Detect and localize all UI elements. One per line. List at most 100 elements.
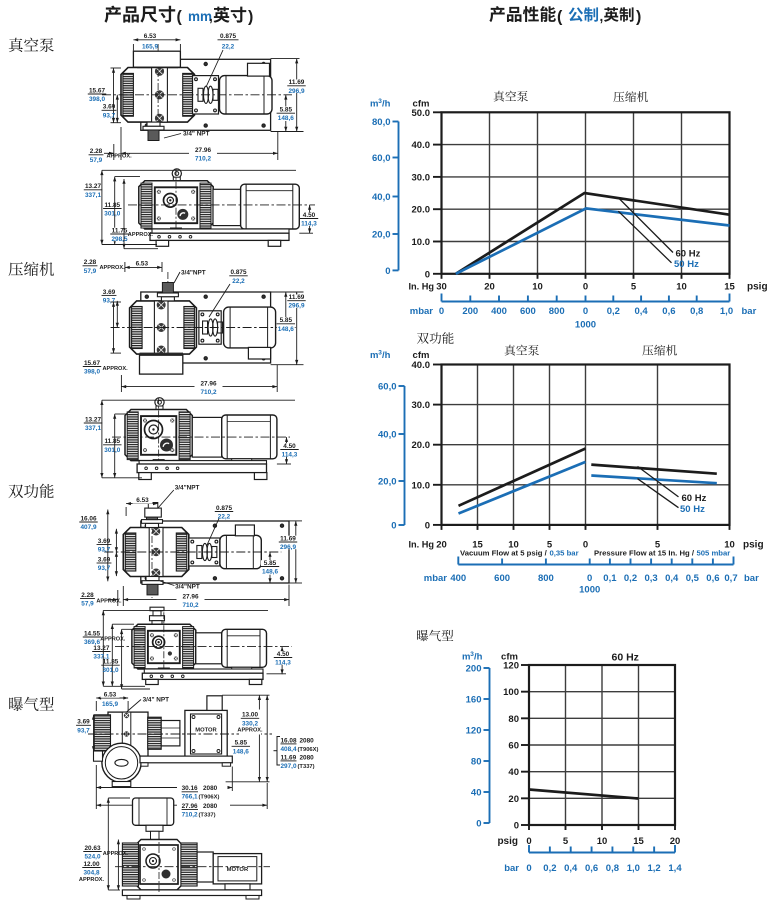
svg-text:2080: 2080 bbox=[300, 737, 315, 744]
svg-text:148,6: 148,6 bbox=[278, 115, 294, 122]
svg-text:93,7: 93,7 bbox=[103, 112, 116, 119]
svg-text:0,2: 0,2 bbox=[624, 573, 637, 584]
svg-text:27.96: 27.96 bbox=[182, 803, 198, 810]
svg-text:(T337): (T337) bbox=[298, 764, 315, 770]
svg-text:10: 10 bbox=[508, 540, 519, 551]
svg-text:2.28: 2.28 bbox=[84, 259, 97, 266]
svg-text:16.08: 16.08 bbox=[281, 737, 297, 744]
svg-text:0: 0 bbox=[587, 573, 592, 584]
svg-text:148,6: 148,6 bbox=[278, 326, 294, 333]
svg-text:3.69: 3.69 bbox=[98, 556, 111, 563]
svg-text:MOTOR: MOTOR bbox=[227, 867, 249, 873]
svg-text:bar: bar bbox=[504, 863, 519, 874]
svg-text:400: 400 bbox=[491, 306, 507, 317]
svg-text:0,5: 0,5 bbox=[686, 573, 700, 584]
svg-text:0: 0 bbox=[439, 306, 444, 317]
svg-text:Vacuum Flow at 5 psig /: Vacuum Flow at 5 psig / bbox=[460, 549, 548, 558]
svg-text:148,6: 148,6 bbox=[262, 569, 278, 576]
svg-text:22,2: 22,2 bbox=[222, 43, 235, 50]
svg-text:50 Hz: 50 Hz bbox=[680, 504, 705, 515]
svg-text:0,2: 0,2 bbox=[543, 863, 556, 874]
svg-text:3: 3 bbox=[470, 651, 474, 658]
svg-text:160: 160 bbox=[466, 695, 482, 706]
svg-text:337,1: 337,1 bbox=[93, 654, 109, 661]
svg-text:/h: /h bbox=[382, 99, 391, 110]
svg-text:): ) bbox=[248, 9, 253, 26]
svg-text:5: 5 bbox=[547, 540, 553, 551]
svg-text:296,9: 296,9 bbox=[289, 303, 305, 310]
svg-text:15.67: 15.67 bbox=[89, 87, 105, 94]
svg-text:407,9: 407,9 bbox=[81, 524, 97, 531]
svg-text:80,0: 80,0 bbox=[372, 117, 391, 128]
svg-text:0,6: 0,6 bbox=[706, 573, 719, 584]
svg-text:0: 0 bbox=[583, 306, 588, 317]
svg-text:(T906X): (T906X) bbox=[199, 795, 220, 801]
svg-text:0,6: 0,6 bbox=[585, 863, 598, 874]
svg-text:4.50: 4.50 bbox=[283, 443, 296, 450]
svg-text:,: , bbox=[209, 9, 213, 24]
svg-text:11.85: 11.85 bbox=[104, 438, 120, 445]
svg-text:2.28: 2.28 bbox=[90, 148, 103, 155]
svg-text:40.0: 40.0 bbox=[412, 140, 431, 151]
svg-text:337,1: 337,1 bbox=[85, 192, 101, 199]
svg-text:93,7: 93,7 bbox=[98, 565, 111, 572]
svg-text:766,1: 766,1 bbox=[182, 794, 198, 801]
svg-text:165,9: 165,9 bbox=[102, 701, 118, 708]
svg-text:16.06: 16.06 bbox=[81, 515, 97, 522]
svg-text:120: 120 bbox=[466, 726, 482, 737]
svg-text:400: 400 bbox=[450, 573, 466, 584]
svg-text:10: 10 bbox=[676, 282, 687, 293]
svg-text:93,7: 93,7 bbox=[77, 727, 90, 734]
svg-text:800: 800 bbox=[538, 573, 554, 584]
svg-text:0: 0 bbox=[391, 521, 396, 532]
svg-text:11.75: 11.75 bbox=[112, 227, 128, 234]
svg-text:cfm: cfm bbox=[501, 652, 518, 663]
svg-text:3/4"NPT: 3/4"NPT bbox=[181, 270, 206, 277]
svg-text:11.85: 11.85 bbox=[104, 202, 120, 209]
svg-text:200: 200 bbox=[462, 306, 478, 317]
svg-text:20.0: 20.0 bbox=[412, 205, 431, 216]
svg-text:/h: /h bbox=[474, 652, 483, 663]
svg-text:5.85: 5.85 bbox=[280, 107, 293, 114]
svg-text:bar: bar bbox=[744, 573, 759, 584]
svg-text:APPROX.: APPROX. bbox=[128, 232, 154, 238]
svg-text:50.0: 50.0 bbox=[412, 108, 431, 119]
svg-text:0,35 bar: 0,35 bar bbox=[550, 549, 579, 558]
svg-text:27.96: 27.96 bbox=[195, 147, 211, 154]
svg-text:27.96: 27.96 bbox=[201, 380, 217, 387]
svg-text:800: 800 bbox=[549, 306, 565, 317]
svg-text:0,2: 0,2 bbox=[607, 306, 620, 317]
svg-text:mbar: mbar bbox=[410, 306, 434, 317]
svg-text:505 mbar: 505 mbar bbox=[697, 549, 731, 558]
svg-text:3: 3 bbox=[378, 98, 382, 105]
svg-text:297,0: 297,0 bbox=[281, 763, 297, 770]
svg-text:4.50: 4.50 bbox=[303, 212, 316, 219]
svg-text:3: 3 bbox=[378, 350, 382, 357]
svg-text:13.27: 13.27 bbox=[85, 183, 101, 190]
svg-text:10.0: 10.0 bbox=[412, 237, 431, 248]
svg-text:10: 10 bbox=[532, 282, 543, 293]
svg-text:6.53: 6.53 bbox=[104, 692, 117, 699]
svg-text:398,0: 398,0 bbox=[84, 369, 100, 376]
svg-text:APPROX.: APPROX. bbox=[103, 366, 129, 372]
svg-text:20.63: 20.63 bbox=[85, 845, 101, 852]
svg-text:psig: psig bbox=[497, 836, 518, 847]
svg-text:5.85: 5.85 bbox=[235, 740, 248, 747]
svg-text:cfm: cfm bbox=[413, 350, 430, 361]
svg-text:4.50: 4.50 bbox=[277, 651, 290, 658]
svg-text:93,7: 93,7 bbox=[103, 297, 116, 304]
svg-text:In. Hg: In. Hg bbox=[408, 540, 434, 550]
svg-text:114,3: 114,3 bbox=[282, 452, 298, 459]
svg-text:11.69: 11.69 bbox=[289, 79, 305, 86]
svg-text:22,2: 22,2 bbox=[218, 514, 231, 521]
svg-text:298,5: 298,5 bbox=[112, 236, 128, 243]
svg-text:15: 15 bbox=[633, 836, 644, 847]
svg-text:6.53: 6.53 bbox=[144, 33, 157, 40]
svg-text:psig: psig bbox=[747, 282, 768, 293]
svg-text:5: 5 bbox=[563, 836, 569, 847]
svg-text:40: 40 bbox=[471, 788, 482, 799]
svg-text:0: 0 bbox=[385, 266, 390, 277]
svg-text:cfm: cfm bbox=[413, 99, 430, 110]
svg-text:301,0: 301,0 bbox=[104, 447, 120, 454]
svg-text:710,2: 710,2 bbox=[183, 602, 199, 609]
